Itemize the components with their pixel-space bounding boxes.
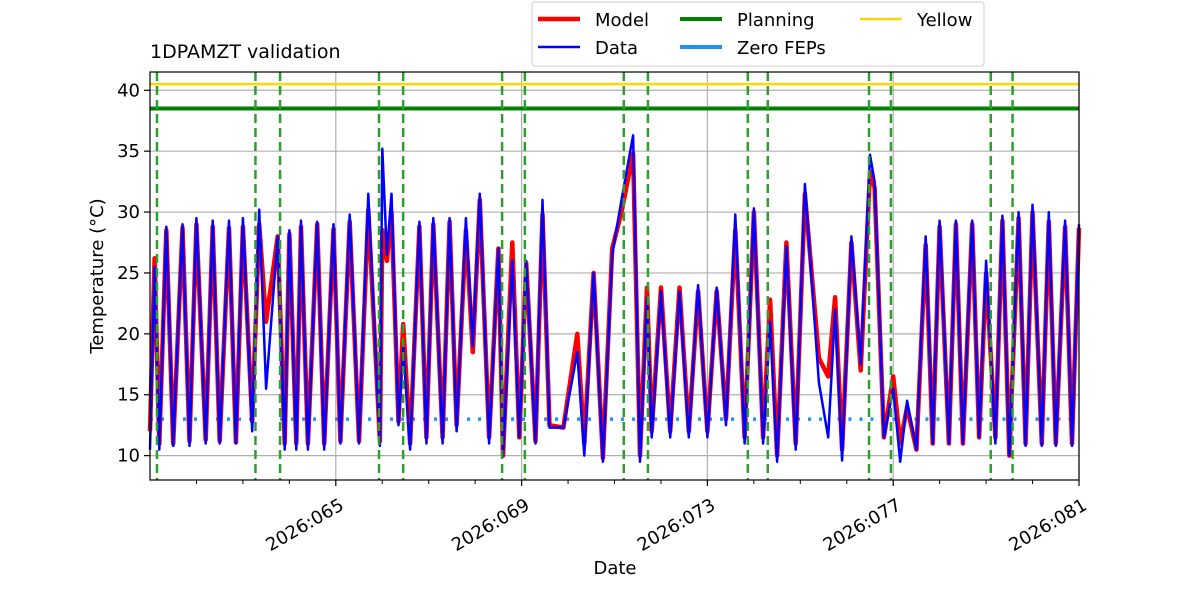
legend-label-zero-feps: Zero FEPs xyxy=(737,38,826,59)
legend-label-model: Model xyxy=(595,10,649,31)
plot-area xyxy=(147,72,1082,480)
legend-label-data: Data xyxy=(595,38,638,59)
data-series-line xyxy=(148,134,1081,463)
y-tick-label: 10 xyxy=(117,446,140,467)
legend-label-yellow: Yellow xyxy=(916,10,972,31)
y-tick-label: 30 xyxy=(117,202,140,223)
y-tick-label: 40 xyxy=(117,80,140,101)
y-tick-label: 25 xyxy=(117,263,140,284)
y-tick-label: 15 xyxy=(117,385,140,406)
legend: Model Data Planning Zero FEPs Yellow xyxy=(531,1,985,67)
y-tick-label: 20 xyxy=(117,324,140,345)
y-axis-label: Temperature (°C) xyxy=(87,198,108,354)
chart-title: 1DPAMZT validation xyxy=(150,41,341,63)
legend-label-planning: Planning xyxy=(737,10,815,31)
vertical-dashed-lines xyxy=(155,72,1014,480)
y-tick-label: 35 xyxy=(117,141,140,162)
x-minor-ticks xyxy=(195,480,1034,484)
x-axis-label: Date xyxy=(593,558,636,579)
y-ticks: 10 15 20 25 30 35 40 xyxy=(117,80,150,467)
